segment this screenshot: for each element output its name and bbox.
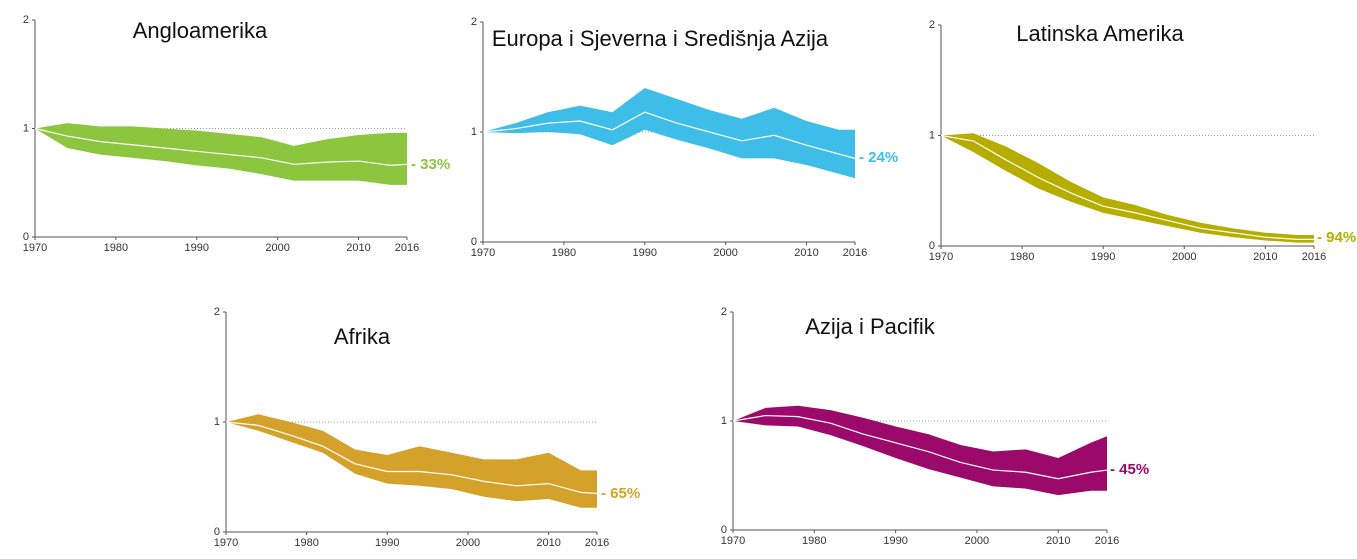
y-tick-label: 2 [721,306,727,318]
y-tick-label: 0 [471,236,477,248]
x-tick-label: 1980 [552,247,576,259]
x-tick-label: 1990 [184,242,208,254]
change-annotation: - 24% [859,149,898,166]
x-tick-label: 1990 [883,535,907,547]
confidence-band [483,88,855,179]
y-tick-label: 2 [214,306,220,318]
index-line [940,134,1314,240]
confidence-band [941,133,1314,243]
x-tick-label: 2010 [794,247,818,259]
x-tick-label: 2000 [265,242,289,254]
y-tick-label: 2 [23,14,29,26]
x-tick-label: 2010 [1046,535,1070,547]
x-tick-label: 1990 [375,537,399,549]
x-tick-label: 2016 [843,247,867,259]
change-annotation: - 94% [1317,229,1356,246]
x-tick-label: 2010 [536,537,560,549]
x-tick-label: 1970 [471,247,495,259]
x-tick-label: 2000 [965,535,989,547]
chart-title: Azija i Pacifik [805,314,936,339]
confidence-band [226,414,597,508]
y-tick-label: 0 [929,240,935,252]
change-annotation: - 65% [601,485,640,502]
x-tick-label: 2010 [346,242,370,254]
x-tick-label: 2016 [1095,535,1119,547]
x-tick-label: 1970 [721,535,745,547]
x-tick-label: 1980 [294,537,318,549]
y-tick-label: 1 [471,126,477,138]
x-tick-label: 2010 [1253,251,1277,263]
x-tick-label: 2000 [713,247,737,259]
y-tick-label: 1 [721,415,727,427]
y-tick-label: 0 [721,524,727,536]
index-line [732,414,1108,480]
x-tick-label: 2016 [585,537,609,549]
y-tick-label: 1 [929,129,935,141]
x-tick-label: 1990 [632,247,656,259]
x-tick-label: 1980 [802,535,826,547]
x-tick-label: 1970 [929,251,953,263]
x-tick-label: 1980 [104,242,128,254]
x-tick-label: 1990 [1091,251,1115,263]
chart-title: Europa i Sjeverna i Središnja Azija [492,26,829,51]
y-tick-label: 1 [23,122,29,134]
x-tick-label: 1970 [214,537,238,549]
change-annotation: - 33% [411,156,450,173]
index-line [34,127,408,166]
x-tick-label: 2000 [1172,251,1196,263]
index-line [225,421,598,495]
chart-title: Latinska Amerika [1016,21,1184,46]
y-tick-label: 2 [929,19,935,31]
x-tick-label: 2016 [395,242,419,254]
y-tick-label: 2 [471,16,477,28]
chart-title: Angloamerika [133,18,268,43]
x-tick-label: 1980 [1010,251,1034,263]
confidence-band [733,405,1107,496]
x-tick-label: 2016 [1302,251,1326,263]
y-tick-label: 0 [23,231,29,243]
change-annotation: - 45% [1110,461,1149,478]
x-tick-label: 1970 [23,242,47,254]
y-tick-label: 1 [214,416,220,428]
y-tick-label: 0 [214,526,220,538]
index-line [482,111,856,159]
x-tick-label: 2000 [456,537,480,549]
chart-title: Afrika [334,324,391,349]
